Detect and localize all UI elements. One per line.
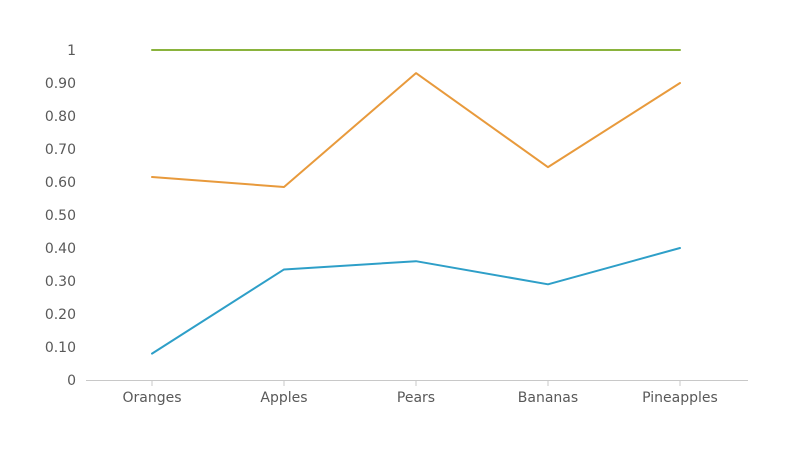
y-tick-label: 0.40 [45, 241, 76, 257]
series-layer [151, 49, 681, 355]
y-tick-label: 0 [67, 373, 76, 389]
series-line-1 [151, 247, 681, 355]
y-axis: 0 0.10 0.20 0.30 0.40 0.50 0.60 0.70 0.80 0.90 1 [45, 43, 76, 389]
y-tick-label: 0.70 [45, 142, 76, 158]
y-tick-label: 0.60 [45, 175, 76, 191]
series-line-2 [151, 72, 681, 188]
x-tick-label: Pears [397, 390, 435, 406]
x-tick-label: Pineapples [642, 390, 718, 406]
x-tick-label: Bananas [518, 390, 578, 406]
y-tick-label: 1 [67, 43, 76, 59]
y-tick-label: 0.20 [45, 307, 76, 323]
x-tick-label: Oranges [122, 390, 181, 406]
y-tick-label: 0.50 [45, 208, 76, 224]
y-tick-label: 0.80 [45, 109, 76, 125]
x-axis: Oranges Apples Pears Bananas Pineapples [86, 380, 748, 406]
y-tick-label: 0.30 [45, 274, 76, 290]
y-tick-label: 0.90 [45, 76, 76, 92]
x-tick-label: Apples [260, 390, 307, 406]
y-tick-label: 0.10 [45, 340, 76, 356]
